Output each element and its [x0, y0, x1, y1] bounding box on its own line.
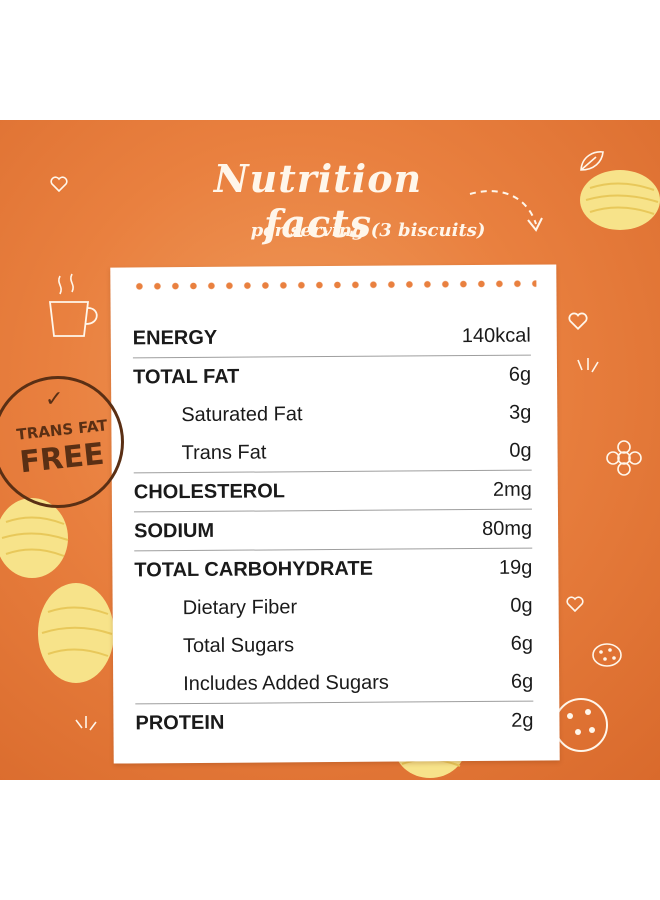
nutrient-label: Total Sugars [182, 633, 295, 657]
nutrition-panel: Nutrition facts per serving (3 biscuits)… [0, 120, 660, 780]
sparkle-icon [577, 358, 599, 373]
butter-curl-icon [38, 583, 114, 683]
nutrient-value: 19g [498, 556, 533, 579]
nutrient-value: 0g [509, 439, 532, 462]
nutrient-label: Dietary Fiber [182, 595, 298, 619]
check-icon: ✓ [45, 387, 64, 412]
coffee-cup-icon [48, 273, 98, 337]
nutrient-value: 3g [508, 401, 532, 424]
nutrient-value: 6g [510, 670, 534, 693]
nutrient-label: SODIUM [134, 519, 215, 542]
nutrition-row: Total Sugars 6g [135, 625, 533, 666]
nutrient-label: PROTEIN [135, 711, 225, 734]
nutrient-label: Includes Added Sugars [183, 671, 389, 695]
nutrient-value: 2mg [492, 478, 532, 501]
nutrient-label: CHOLESTEROL [133, 479, 286, 503]
heart-icon [566, 596, 584, 612]
nutrient-value: 2g [511, 709, 534, 732]
cookie-icon [592, 643, 622, 667]
dotted-border [130, 278, 537, 292]
nutrient-label: Trans Fat [181, 440, 267, 464]
nutrition-row: PROTEIN 2g [135, 702, 533, 743]
butter-curl-icon [0, 498, 69, 578]
trans-fat-free-badge: ✓ TRANS FAT FREE [0, 376, 124, 508]
nutrient-value: 6g [508, 363, 532, 386]
heart-icon [50, 176, 68, 192]
nutrient-value: 6g [510, 632, 533, 655]
nutrition-row: TOTAL FAT 6g [133, 356, 531, 397]
nutrient-value: 80mg [481, 517, 533, 540]
nutrient-label: TOTAL CARBOHYDRATE [134, 557, 373, 581]
nutrition-row: Saturated Fat 3g [133, 394, 531, 435]
page-title: Nutrition facts [213, 156, 423, 246]
nutrient-label: TOTAL FAT [132, 365, 240, 388]
sparkle-icon [75, 716, 97, 731]
nutrition-row: ENERGY 140kcal [132, 316, 531, 359]
nutrient-value: 0g [510, 594, 533, 617]
arrow-icon [469, 190, 543, 232]
nutrition-row: Trans Fat 0g [133, 431, 532, 474]
serving-subtitle: per serving (3 biscuits) [250, 220, 486, 241]
flower-icon [606, 440, 642, 476]
nutrient-label: Saturated Fat [181, 402, 303, 426]
nutrition-card: ENERGY 140kcal TOTAL FAT 6g Saturated Fat 3g T… [110, 264, 560, 764]
nutrition-row: Includes Added Sugars 6g [135, 662, 534, 705]
nutrition-row: Dietary Fiber 0g [135, 587, 533, 628]
heart-icon [568, 312, 588, 330]
nutrient-value: 140kcal [461, 324, 531, 347]
nutrition-row: CHOLESTEROL 2mg [133, 470, 532, 513]
nutrition-row: SODIUM 80mg [133, 509, 533, 552]
nutrient-label: ENERGY [132, 326, 218, 349]
butter-curl-icon [580, 170, 660, 230]
nutrition-table: ENERGY 140kcal TOTAL FAT 6g Saturated Fat 3g T… [132, 316, 534, 743]
nutrition-row: TOTAL CARBOHYDRATE 19g [134, 549, 532, 590]
leaf-icon [580, 151, 604, 171]
